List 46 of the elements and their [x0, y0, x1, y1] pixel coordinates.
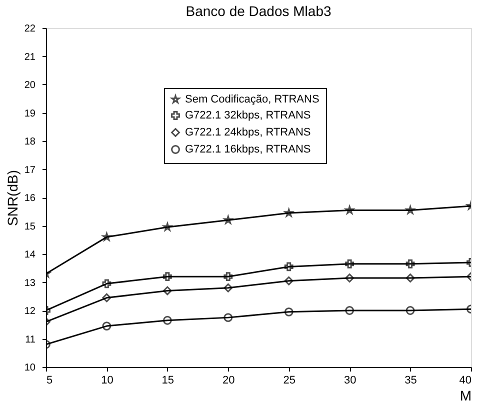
x-tick-label: 25: [283, 374, 296, 386]
y-tick-label: 22: [24, 24, 36, 34]
y-tick-label: 11: [25, 334, 36, 346]
y-tick-label: 17: [24, 164, 36, 176]
point: [406, 259, 415, 268]
point: [284, 276, 294, 286]
point: [284, 307, 294, 316]
legend-label: G722.1 24kbps, RTRANS: [185, 126, 311, 138]
x-tick-label: 35: [404, 374, 417, 386]
x-tick-label: 20: [222, 374, 235, 386]
point: [224, 283, 233, 292]
y-tick-label: 20: [24, 80, 36, 91]
x-tick-label: 15: [162, 374, 174, 386]
point: [162, 272, 172, 282]
y-tick-label: 21: [24, 52, 36, 63]
y-tick-label: 18: [24, 136, 36, 148]
y-tick-label: 19: [24, 108, 36, 120]
x-tick-label: 10: [101, 374, 114, 386]
point: [345, 274, 354, 282]
point: [406, 306, 415, 315]
point: [284, 262, 294, 272]
x-tick-label: 40: [459, 374, 472, 386]
point: [102, 322, 112, 330]
point: [102, 293, 112, 302]
y-tick-label: 10: [24, 362, 36, 374]
point: [224, 313, 233, 322]
legend-label: G722.1 32kbps, RTRANS: [185, 110, 311, 122]
y-tick-label: 14: [24, 250, 36, 260]
y-axis-title: SNR(dB): [4, 170, 20, 226]
point: [162, 316, 172, 325]
y-tick-label: 12: [24, 306, 36, 317]
point: [102, 279, 112, 288]
y-tick-label: 15: [24, 221, 36, 232]
x-tick-label: 30: [344, 374, 356, 386]
y-tick-label: 13: [24, 278, 36, 289]
y-tick-label: 16: [24, 193, 36, 204]
legend-label: Sem Codificação, RTRANS: [185, 94, 320, 106]
chart-title: Banco de Dados Mlab3: [186, 3, 332, 19]
point: [162, 286, 172, 296]
legend-label: G722.1 16kbps, RTRANS: [185, 144, 311, 156]
point: [406, 274, 415, 282]
point: [224, 272, 233, 282]
point: [345, 259, 354, 268]
point: [345, 306, 354, 315]
x-tick-label: 5: [46, 374, 53, 386]
x-axis-title: M: [460, 388, 472, 404]
